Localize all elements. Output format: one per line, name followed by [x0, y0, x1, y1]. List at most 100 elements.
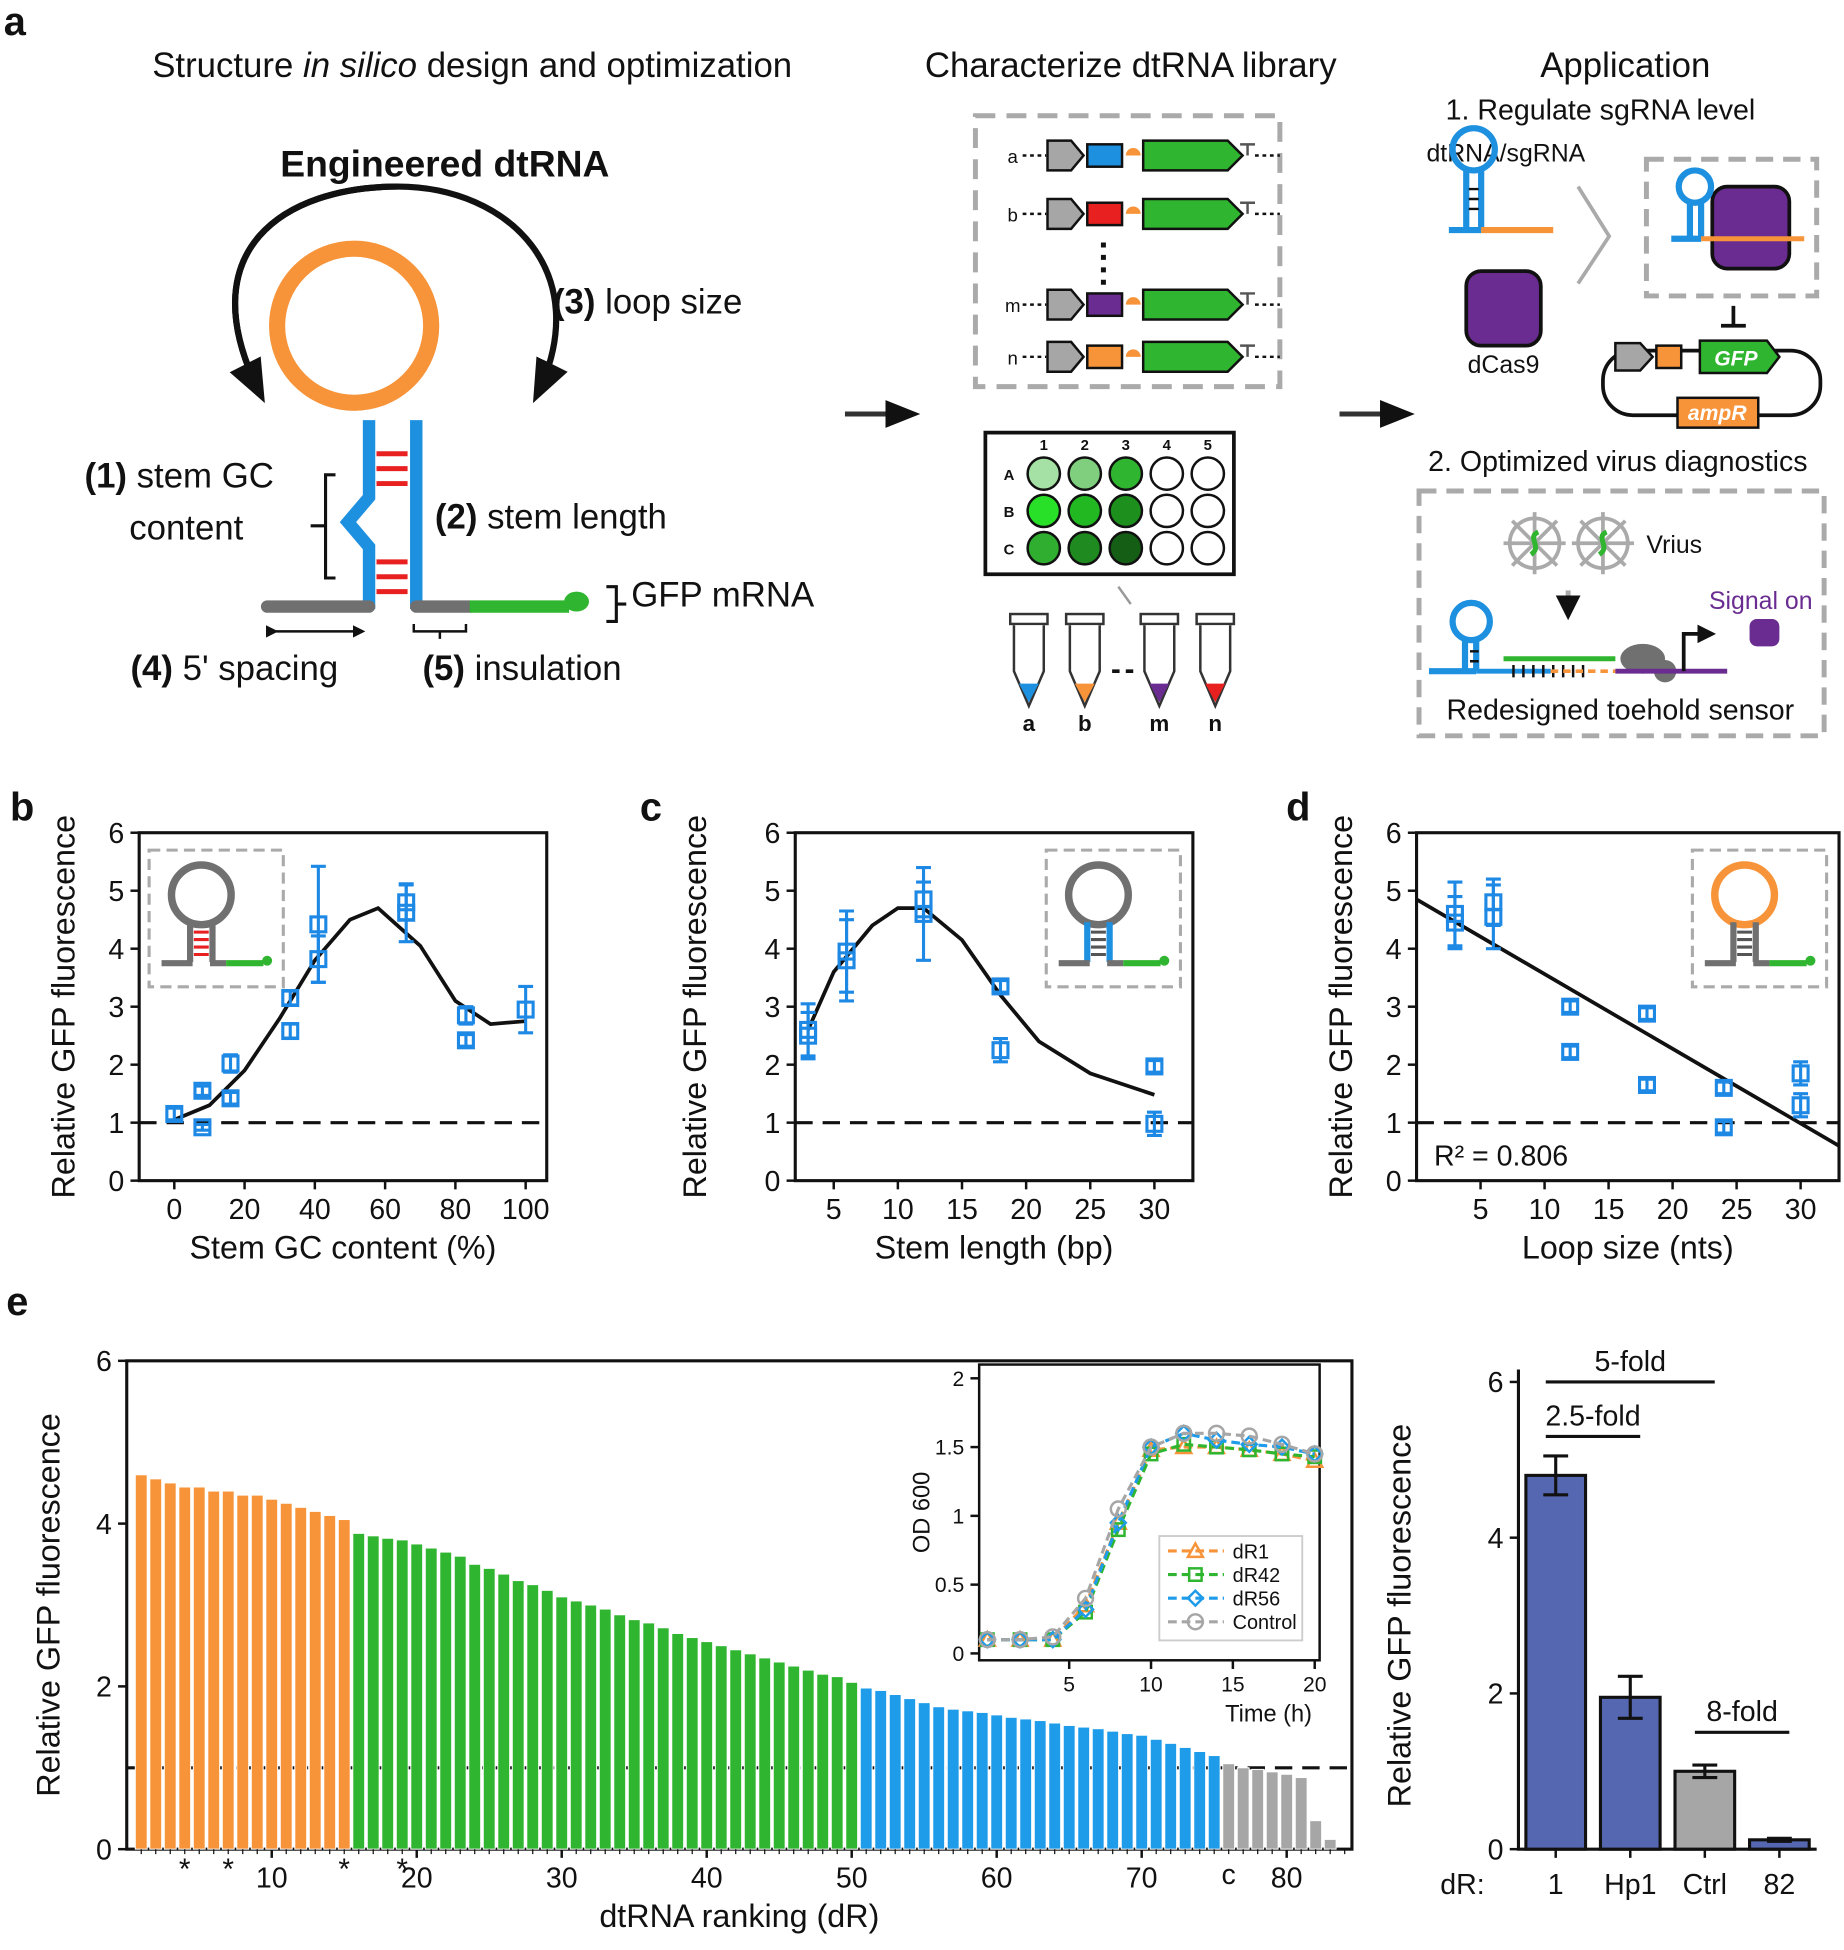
bar — [1004, 1716, 1018, 1850]
y-tick-label: 3 — [1386, 992, 1402, 1024]
bar — [366, 1535, 380, 1850]
bar — [743, 1653, 757, 1850]
x-tick-label: 80 — [439, 1194, 471, 1226]
x-tick-label: 15 — [1221, 1673, 1244, 1696]
point — [1142, 1438, 1160, 1456]
legend-label: dR1 — [1233, 1541, 1269, 1563]
x-axis-title: Loop size (nts) — [1522, 1229, 1734, 1265]
bar — [1309, 1820, 1323, 1850]
tube-cap — [1008, 612, 1049, 626]
y-tick-label: 3 — [764, 992, 780, 1024]
error-bar — [1617, 1674, 1643, 1720]
well — [1190, 456, 1226, 492]
gfp — [1141, 139, 1245, 172]
dtrna — [1086, 292, 1124, 318]
bar — [975, 1711, 989, 1850]
gfp — [1141, 340, 1245, 373]
gfp-gene — [1698, 339, 1781, 375]
point — [1109, 1500, 1127, 1518]
bar — [1135, 1734, 1149, 1850]
x-tick-label: 82 — [1763, 1869, 1795, 1901]
y-tick-label: 1 — [108, 1108, 124, 1140]
x-tick-label: 40 — [299, 1194, 331, 1226]
legend-frame — [1158, 1535, 1304, 1642]
bar — [932, 1706, 946, 1850]
tube-label: n — [1208, 711, 1222, 736]
feature-number: (4) — [130, 650, 173, 688]
error-bar — [223, 1090, 238, 1106]
bar — [903, 1698, 917, 1850]
star: * — [179, 1853, 191, 1886]
category-prefix: dR: — [1440, 1869, 1484, 1901]
panel-label: a — [4, 0, 27, 44]
bar — [1149, 1738, 1163, 1850]
error-bar — [310, 934, 326, 984]
x-tick-label: 15 — [1593, 1194, 1625, 1226]
bar — [323, 1514, 337, 1850]
point — [1145, 1114, 1164, 1133]
feature-number: (1) — [84, 457, 127, 495]
bracket — [412, 623, 468, 639]
bracket-label: 5-fold — [1595, 1346, 1666, 1378]
terminator — [1240, 201, 1256, 214]
label: dCas9 — [1468, 352, 1540, 379]
tube-label: a — [1023, 711, 1036, 736]
error-bar — [1485, 883, 1501, 951]
y-axis-title: OD 600 — [909, 1472, 935, 1553]
error-bar — [282, 1022, 298, 1040]
x-tick-label: 100 — [502, 1194, 550, 1226]
panel-a: a Structure in silico design and optimiz… — [4, 0, 1827, 739]
y-tick-label: 5 — [764, 876, 780, 908]
inset-stem — [187, 922, 216, 962]
point — [1174, 1437, 1194, 1455]
bracket-label: 2.5-fold — [1545, 1400, 1640, 1432]
legend-label: Control — [1233, 1612, 1297, 1634]
y-tick-label: 2 — [764, 1050, 780, 1082]
feature-text: stem length — [477, 498, 666, 536]
y-tick-label: 6 — [96, 1346, 112, 1378]
pointer — [1576, 185, 1612, 285]
dtrna — [1086, 143, 1124, 168]
x-tick-label: 60 — [369, 1194, 401, 1226]
y-tick-label: 6 — [1488, 1367, 1504, 1399]
y-tick-label: 0 — [108, 1166, 124, 1198]
y-tick-label: 5 — [1386, 876, 1402, 908]
point — [281, 1022, 300, 1041]
library-rows: a b m n — [1005, 139, 1280, 373]
y-tick-label: 2 — [1488, 1679, 1504, 1711]
bar — [1207, 1755, 1221, 1850]
x-axis-title: Stem length (bp) — [875, 1229, 1114, 1265]
point — [1714, 1118, 1733, 1137]
tube-liquid — [1149, 683, 1170, 703]
rbs — [1125, 148, 1141, 156]
x-tick-label: 40 — [691, 1863, 723, 1895]
bar — [308, 1510, 322, 1850]
plate-column: 2 — [1081, 438, 1089, 454]
bar — [1598, 1695, 1662, 1851]
x-tick-label: 10 — [1139, 1673, 1162, 1696]
x-tick-label: 50 — [836, 1863, 868, 1895]
bracket-label: 8-fold — [1706, 1696, 1777, 1728]
brace — [606, 585, 627, 624]
base-pairs — [376, 451, 408, 595]
guide-site — [1655, 344, 1683, 370]
dtrna — [1086, 344, 1124, 370]
plate-wells: 1 2 3 4 5 A B C — [1004, 438, 1226, 566]
section-title: Structure in silico design and optimizat… — [152, 47, 792, 85]
feature-text: stem GC — [127, 457, 274, 495]
feature-number: (2) — [435, 498, 478, 536]
promoter — [1046, 197, 1086, 231]
legend-symbol — [1186, 1613, 1205, 1631]
feature-text: 5' spacing — [173, 650, 338, 688]
bar — [830, 1676, 844, 1850]
bar — [294, 1506, 308, 1850]
bar — [337, 1519, 351, 1850]
plate-row: C — [1004, 542, 1015, 558]
y-tick-label: 0 — [96, 1834, 112, 1866]
point — [1637, 1004, 1657, 1023]
plate-column: 1 — [1040, 438, 1048, 454]
x-tick-label: 5 — [826, 1194, 842, 1226]
point — [1176, 1436, 1192, 1452]
